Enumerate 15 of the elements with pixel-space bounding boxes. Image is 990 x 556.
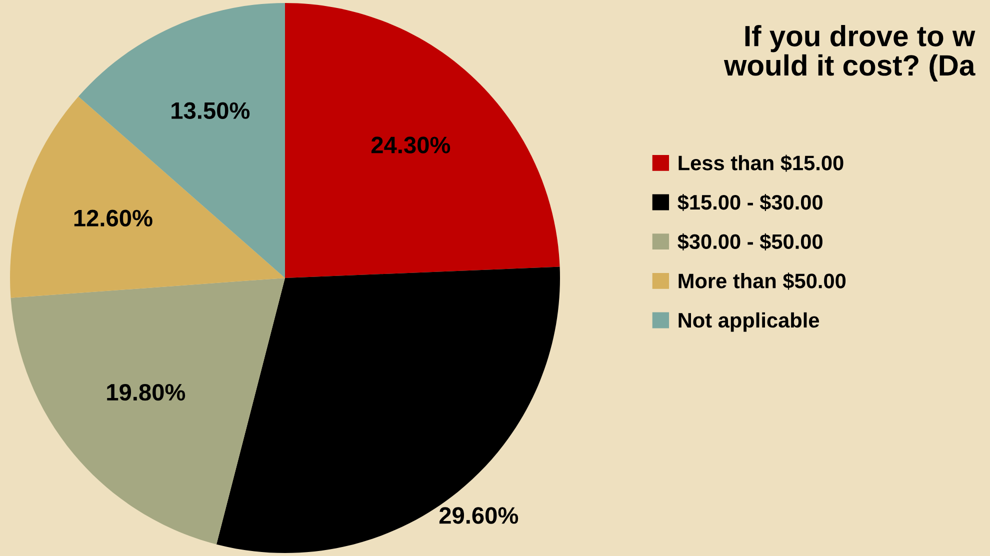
data-label: 24.30% [371, 136, 450, 154]
data-label: 13.50% [172, 102, 250, 120]
pie-slice [216, 266, 560, 553]
data-label: 12.60% [74, 210, 152, 227]
legend-label: More than $50.00 [678, 272, 846, 290]
data-label: 19.80% [107, 384, 186, 401]
legend-label: $15.00 - $30.00 [678, 194, 822, 212]
pie-slice [10, 278, 285, 544]
legend-label: Less than $15.00 [678, 154, 844, 172]
legend-label: Not applicable [678, 312, 820, 332]
pie-slice [285, 3, 560, 278]
pie-slice [10, 96, 285, 298]
data-label: 29.60% [439, 507, 518, 524]
text: If you drove to w would it cost? (Da [724, 25, 976, 82]
legend-label: $30.00 - $50.00 [678, 233, 822, 250]
